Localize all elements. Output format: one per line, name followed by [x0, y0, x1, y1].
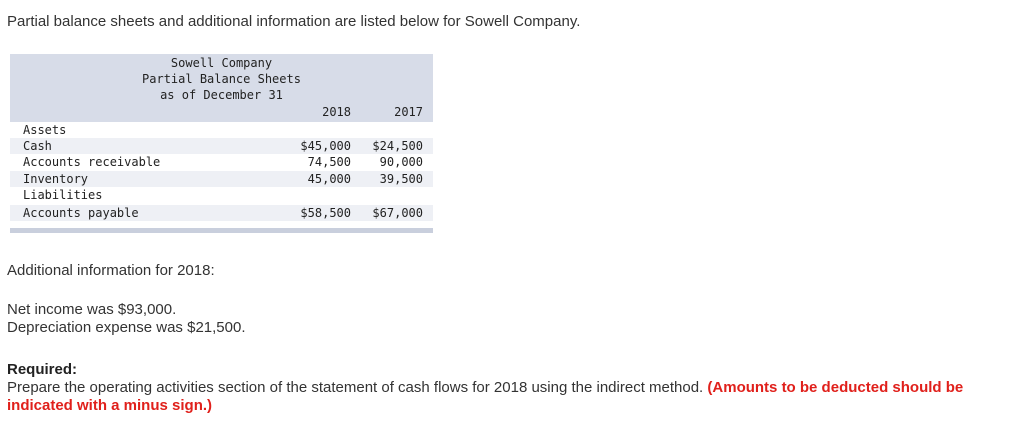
row-label: Accounts payable [23, 206, 139, 220]
table-row: Inventory 45,000 39,500 [10, 171, 433, 187]
depreciation-text: Depreciation expense was $21,500. [7, 319, 246, 336]
column-header-2018: 2018 [322, 105, 351, 119]
value-2017: $67,000 [372, 206, 423, 220]
table-date: as of December 31 [160, 88, 283, 102]
row-label: Cash [23, 139, 52, 153]
table-row: Liabilities [10, 187, 433, 203]
table-row: Accounts receivable 74,500 90,000 [10, 154, 433, 170]
required-text: Prepare the operating activities section… [7, 379, 708, 396]
net-income-text: Net income was $93,000. [7, 301, 177, 318]
value-2017: 39,500 [379, 172, 423, 186]
value-2017: 90,000 [379, 155, 423, 169]
table-row: Cash $45,000 $24,500 [10, 138, 433, 154]
table-bottom-border [10, 228, 433, 233]
table-header: Sowell Company Partial Balance Sheets as… [10, 54, 433, 122]
value-2018: $45,000 [300, 139, 351, 153]
row-label: Inventory [23, 172, 89, 186]
value-2017: $24,500 [372, 139, 423, 153]
value-2018: $58,500 [300, 206, 351, 220]
column-header-2017: 2017 [394, 105, 423, 119]
required-label: Required: [7, 361, 78, 378]
company-name: Sowell Company [170, 56, 273, 70]
row-label: Accounts receivable [23, 155, 161, 169]
additional-info-heading: Additional information for 2018: [7, 262, 215, 279]
required-emphasis: (Amounts to be deducted should be indica… [7, 379, 964, 414]
row-label: Liabilities [23, 188, 103, 202]
value-2018: 45,000 [307, 172, 351, 186]
table-title: Partial Balance Sheets [142, 72, 301, 86]
row-label: Assets [23, 123, 67, 137]
balance-sheet-table: Sowell Company Partial Balance Sheets as… [10, 54, 433, 234]
table-row: Accounts payable $58,500 $67,000 [10, 205, 433, 221]
value-2018: 74,500 [307, 155, 351, 169]
required-instructions: Prepare the operating activities section… [7, 379, 1019, 415]
intro-text: Partial balance sheets and additional in… [7, 13, 581, 30]
table-row: Assets [10, 122, 433, 138]
